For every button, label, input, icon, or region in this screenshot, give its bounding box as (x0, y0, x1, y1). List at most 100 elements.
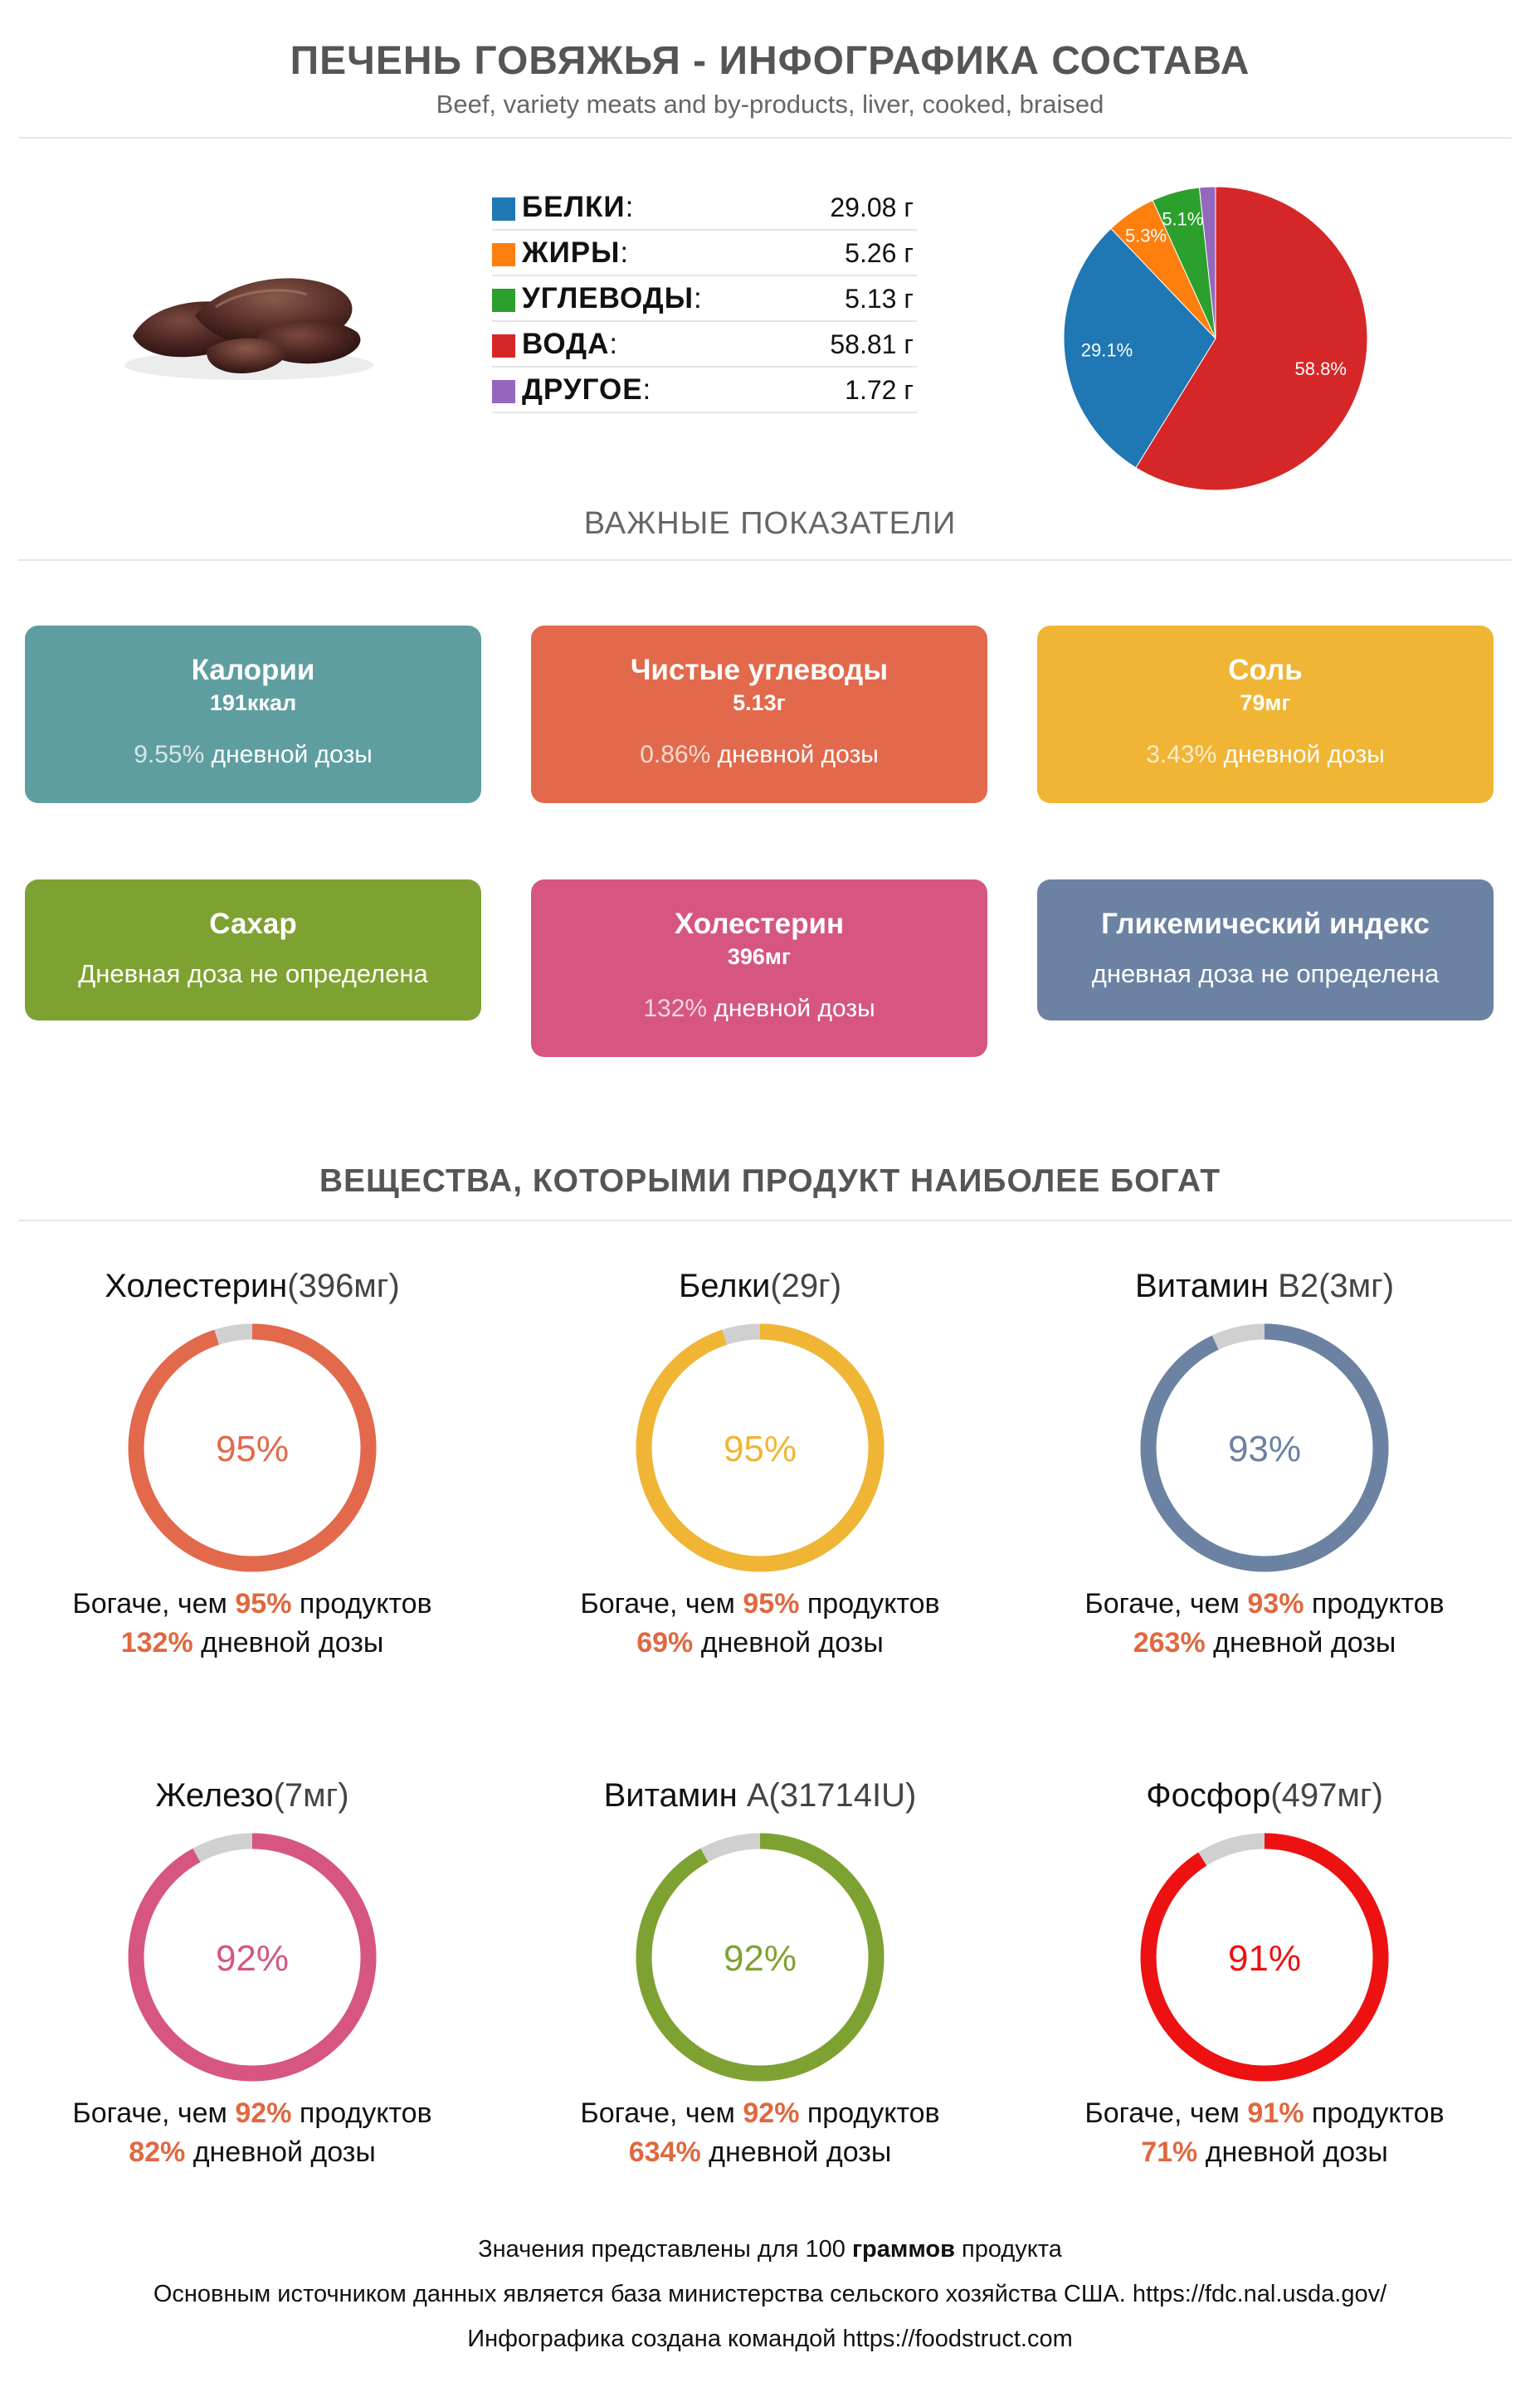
beef-liver-photo (124, 278, 373, 380)
dose-suffix: дневной дозы (1197, 2136, 1388, 2168)
rich-tile-dose: 82% дневной дозы (0, 2136, 504, 2169)
rich-tile-richer: Богаче, чем 95% продуктов (0, 1588, 504, 1620)
richer-prefix: Богаче, чем (580, 2097, 743, 2129)
macro-label-name: БЕЛКИ (522, 191, 626, 223)
rich-tile-donut: 92% (128, 1833, 377, 2082)
rich-tile-amount: (497мг) (1270, 1777, 1383, 1814)
donut-progress-arc (1140, 1833, 1389, 2082)
richer-suffix: продуктов (799, 1588, 940, 1620)
indicator-card: Сахар Дневная доза не определена (25, 879, 481, 1021)
indicator-card-title: Калории (191, 654, 315, 686)
dose-percent: 69% (636, 1627, 694, 1659)
rich-tile-name: Витамин (603, 1777, 738, 1814)
rich-heading: ВЕЩЕСТВА, КОТОРЫМИ ПРОДУКТ НАИБОЛЕЕ БОГА… (319, 1163, 1221, 1199)
rich-tile-donut: 95% (636, 1323, 885, 1572)
macro-value: 5.26 г (845, 238, 914, 268)
rich-tile-donut: 95% (128, 1323, 377, 1572)
donut-progress-arc (1140, 1323, 1389, 1572)
footer-note-bold: граммов (851, 2236, 955, 2263)
indicator-card-title: Сахар (209, 908, 297, 940)
pie-slice-label: 58.8% (1295, 358, 1347, 379)
macro-row: ДРУГОЕ: 1.72 г (492, 367, 917, 413)
macro-swatch (492, 243, 515, 266)
richer-prefix: Богаче, чем (72, 1588, 236, 1620)
macro-row: ЖИРЫ: 5.26 г (492, 230, 917, 276)
indicator-card-note: 9.55% дневной дозы (25, 741, 481, 769)
macro-value: 1.72 г (845, 375, 914, 405)
indicator-card-percent: 0.86% (640, 741, 711, 768)
indicator-card-note: 3.43% дневной дозы (1037, 741, 1494, 769)
donut-progress-arc (128, 1833, 377, 2082)
rich-tile-title: Белки(29г) (508, 1268, 1012, 1309)
indicator-card: Калории 191ккал 9.55% дневной дозы (25, 626, 481, 803)
richer-percent: 93% (1247, 1588, 1304, 1620)
donut-progress-arc (636, 1833, 885, 2082)
richer-prefix: Богаче, чем (72, 2097, 236, 2129)
rich-tile-richer: Богаче, чем 91% продуктов (1012, 2097, 1517, 2130)
rich-tile: Витамин B2(3мг) 93% Богаче, чем 93% продук… (1012, 1268, 1517, 1659)
rich-tile-amount: (396мг) (287, 1268, 400, 1304)
indicator-card-value: 396мг (727, 944, 792, 969)
macro-label-colon: : (625, 191, 635, 223)
rich-tile-name: Витамин (1134, 1268, 1270, 1304)
richer-prefix: Богаче, чем (1084, 2097, 1248, 2129)
macro-value: 29.08 г (830, 192, 914, 222)
rich-tile-donut: 93% (1140, 1323, 1389, 1572)
dose-suffix: дневной дозы (693, 1627, 884, 1659)
page-title: ПЕЧЕНЬ ГОВЯЖЬЯ - ИНФОГРАФИКА СОСТАВА (290, 39, 1250, 83)
indicators-heading: ВАЖНЫЕ ПОКАЗАТЕЛИ (583, 506, 957, 541)
dose-suffix: дневной дозы (700, 2136, 892, 2168)
richer-suffix: продуктов (1304, 1588, 1445, 1620)
rich-tile-richer: Богаче, чем 92% продуктов (0, 2097, 504, 2130)
indicator-card: Холестерин 396мг 132% дневной дозы (531, 879, 987, 1057)
rich-tile-amount: (7мг) (273, 1777, 349, 1814)
donut-percent-label: 95% (216, 1429, 289, 1469)
page-subtitle: Beef, variety meats and by-products, liv… (436, 90, 1104, 119)
footer-credit[interactable]: Инфографика создана командой https://foo… (467, 2326, 1073, 2352)
macro-label-colon: : (694, 282, 703, 314)
footer-source[interactable]: Основным источником данных является база… (153, 2281, 1387, 2307)
donut-percent-label: 95% (724, 1429, 797, 1469)
pie-slice-label: 5.1% (1162, 208, 1203, 229)
macro-label-colon: : (642, 373, 652, 406)
rich-tile: Белки(29г) 95% Богаче, чем 95% продуктов 69… (508, 1268, 1012, 1659)
indicator-card-note: Дневная доза не определена (78, 959, 428, 988)
rich-tile: Фосфор(497мг) 91% Богаче, чем 91% продукто… (1012, 1777, 1517, 2169)
donut-progress-arc (636, 1323, 885, 1572)
indicator-card-note-text: дневной дозы (1216, 741, 1385, 768)
macro-label-name: ВОДА (522, 328, 610, 360)
richer-percent: 95% (235, 1588, 292, 1620)
macro-row: БЕЛКИ: 29.08 г (492, 184, 917, 231)
dose-percent: 132% (120, 1627, 193, 1659)
indicator-card-percent: 3.43% (1146, 741, 1217, 768)
indicator-card-note: 132% дневной дозы (531, 995, 987, 1023)
macro-label: ВОДА: (522, 328, 618, 361)
indicator-card-note-text: дневной дозы (710, 741, 879, 768)
pie-slice (1063, 227, 1216, 469)
macro-swatch (492, 289, 515, 312)
rich-tile-richer: Богаче, чем 92% продуктов (508, 2097, 1012, 2130)
indicator-card-value: 191ккал (209, 690, 297, 715)
macro-label-name: ДРУГОЕ (522, 373, 643, 406)
richer-percent: 95% (743, 1588, 800, 1620)
macro-pie-chart: 58.8% 29.1% 5.3%5.1% (1063, 186, 1368, 491)
macro-label: УГЛЕВОДЫ: (522, 282, 703, 315)
rich-tile: Холестерин(396мг) 95% Богаче, чем 95% прод… (0, 1268, 504, 1659)
dose-percent: 263% (1133, 1627, 1206, 1659)
rich-tile-dose: 634% дневной дозы (508, 2136, 1012, 2169)
macro-row: ВОДА: 58.81 г (492, 321, 917, 368)
rich-tile-dose: 71% дневной дозы (1012, 2136, 1517, 2169)
richer-suffix: продуктов (799, 2097, 940, 2129)
rich-tile-title: Холестерин(396мг) (0, 1268, 504, 1309)
macro-value: 58.81 г (830, 329, 914, 359)
rich-tile-richer: Богаче, чем 95% продуктов (508, 1588, 1012, 1620)
macro-label-name: УГЛЕВОДЫ (522, 282, 694, 314)
dose-suffix: дневной дозы (1205, 1627, 1396, 1659)
dose-percent: 71% (1141, 2136, 1198, 2168)
macro-swatch (492, 197, 515, 221)
footer-note-text: Значения представлены для 100 (478, 2236, 852, 2263)
indicator-card-title: Чистые углеводы (630, 654, 889, 686)
rich-tile-dose: 263% дневной дозы (1012, 1627, 1517, 1659)
macro-label: ДРУГОЕ: (522, 373, 651, 407)
rich-tile-name: Железо (155, 1777, 274, 1814)
